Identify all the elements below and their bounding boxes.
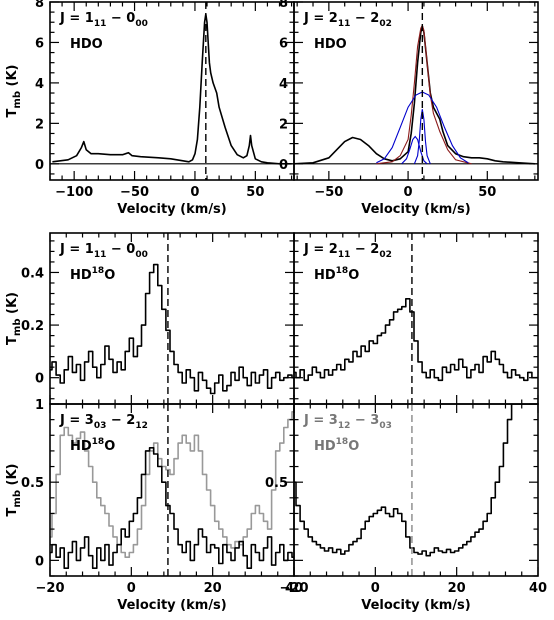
transition-label: J = 312 − 303 <box>303 413 392 431</box>
panel-frame <box>293 232 539 405</box>
species-label: HD18O <box>314 437 359 454</box>
x-tick-label: −100 <box>55 185 93 200</box>
y-tick-label: 0 <box>35 554 44 569</box>
y-tick-label: 1 <box>35 398 44 413</box>
series-line-0 <box>294 404 538 557</box>
x-tick-label: 0 <box>404 185 413 200</box>
transition-label: J = 303 − 212 <box>59 413 148 431</box>
series-line-3 <box>413 109 431 165</box>
x-tick-label: −50 <box>120 185 149 200</box>
series-group <box>50 411 294 569</box>
transition-label: J = 211 − 202 <box>303 242 392 260</box>
series-group <box>50 263 294 395</box>
species-label: HD18O <box>70 266 115 283</box>
y-axis-label: Tmb (K) <box>5 464 23 517</box>
y-tick-label: 0 <box>35 372 44 387</box>
y-tick-label: 8 <box>35 0 44 11</box>
y-axis-label: Tmb (K) <box>5 292 23 345</box>
x-axis-label: Velocity (km/s) <box>361 598 471 613</box>
x-tick-label: 0 <box>190 185 199 200</box>
transition-label: J = 211 − 202 <box>303 11 392 29</box>
series-line-0 <box>50 263 294 395</box>
series-line-0 <box>50 411 294 558</box>
series-line-1 <box>376 23 472 165</box>
y-tick-label: 0.5 <box>265 476 288 491</box>
y-tick-label: 2 <box>279 117 288 132</box>
transition-label: J = 111 − 000 <box>59 242 148 260</box>
x-tick-label: 0 <box>371 581 380 596</box>
series-group <box>294 404 538 557</box>
species-label: HDO <box>70 37 103 52</box>
panel-p3: 0 0.2 0.4 Tmb (K) J = 111 − 000 HD18O <box>5 232 295 405</box>
x-axis-label: Velocity (km/s) <box>361 202 471 217</box>
y-tick-label: 6 <box>35 36 44 51</box>
species-label: HD18O <box>314 266 359 283</box>
y-tick-label: 6 <box>279 36 288 51</box>
series-group <box>294 298 538 382</box>
panel-frame <box>49 403 295 577</box>
panel-frame <box>293 1 539 181</box>
panel-p6: −20 0 20 40 0.5 Velocity (km/s) J = 312 − 303 H… <box>265 403 547 613</box>
y-tick-label: 4 <box>35 77 44 92</box>
series-line-1 <box>50 447 294 569</box>
y-tick-label: 0.5 <box>21 476 44 491</box>
x-tick-label: 20 <box>448 581 466 596</box>
panel-frame <box>293 403 539 577</box>
x-axis-label: Velocity (km/s) <box>117 202 227 217</box>
y-tick-label: 2 <box>35 117 44 132</box>
x-tick-label: 40 <box>529 581 547 596</box>
y-tick-label: 0 <box>279 158 288 173</box>
series-line-0 <box>294 298 538 382</box>
panel-frame <box>49 1 295 181</box>
y-tick-label: 0.4 <box>21 266 44 281</box>
y-tick-label: 4 <box>279 77 288 92</box>
series-line-4 <box>401 135 428 165</box>
panel-p4: J = 211 − 202 HD18O <box>293 232 539 405</box>
x-tick-label: −50 <box>314 185 343 200</box>
y-tick-label: 0 <box>35 158 44 173</box>
species-label: HD18O <box>70 437 115 454</box>
x-tick-label: 0 <box>127 581 136 596</box>
x-tick-label: 50 <box>246 185 264 200</box>
panel-p2: −50 0 50 0 2 4 6 8 Velocity (km/s) J = 211 − 202 H… <box>279 0 539 217</box>
x-tick-label: −20 <box>36 581 65 596</box>
series-group <box>52 13 292 165</box>
y-axis-label: Tmb (K) <box>5 65 23 118</box>
x-tick-label: 40 <box>285 581 303 596</box>
series-line-0 <box>52 13 292 165</box>
panel-p5: −20 0 20 40 0 0.5 1 Velocity (km/s) Tmb (K) J = 3… <box>5 398 303 613</box>
transition-label: J = 111 − 000 <box>59 11 148 29</box>
y-tick-label: 8 <box>279 0 288 11</box>
x-tick-label: 20 <box>204 581 222 596</box>
x-tick-label: −20 <box>280 581 309 596</box>
species-label: HDO <box>314 37 347 52</box>
y-tick-label: 0.2 <box>21 319 44 334</box>
panel-frame <box>49 232 295 405</box>
panel-p1: −100 −50 0 50 0 2 4 6 8 Velocity (km/s) Tmb (K) J =… <box>5 0 295 217</box>
x-tick-label: 50 <box>478 185 496 200</box>
x-axis-label: Velocity (km/s) <box>117 598 227 613</box>
